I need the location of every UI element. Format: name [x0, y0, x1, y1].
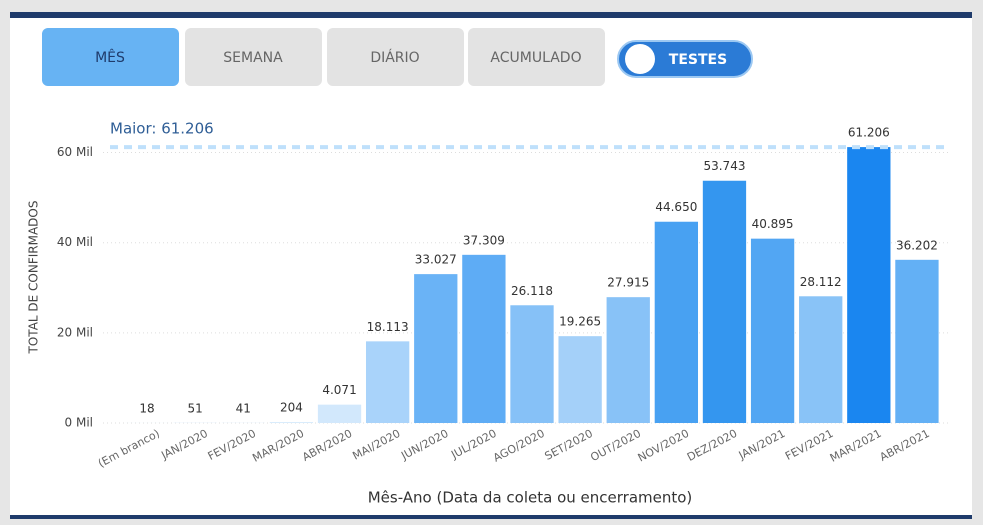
y-tick-label: 40 Mil [57, 235, 93, 249]
value-label: 41 [236, 401, 251, 415]
toggle-label: TESTES [669, 52, 727, 68]
value-label: 61.206 [848, 126, 890, 140]
bar [655, 222, 698, 423]
value-label: 18.113 [367, 320, 409, 334]
value-label: 37.309 [463, 233, 505, 247]
value-label: 44.650 [655, 200, 697, 214]
card-bottom-bar [10, 515, 972, 519]
value-label: 36.202 [896, 238, 938, 252]
value-label: 19.265 [559, 315, 601, 329]
bar [751, 239, 794, 423]
x-axis-title: Mês-Ano (Data da coleta ou encerramento) [368, 489, 693, 507]
bar [703, 181, 746, 423]
toggle-knob [625, 44, 655, 74]
tab-label: MÊS [95, 48, 125, 66]
y-axis-title: TOTAL DE CONFIRMADOS [27, 201, 41, 355]
bar [895, 260, 938, 423]
bar [270, 422, 313, 423]
value-label: 27.915 [607, 276, 649, 290]
value-label: 4.071 [322, 383, 356, 397]
value-label: 51 [188, 401, 203, 415]
value-label: 53.743 [703, 159, 745, 173]
bar [366, 341, 409, 423]
bar [847, 147, 890, 423]
bar [510, 305, 553, 423]
bar [607, 297, 650, 423]
value-label: 26.118 [511, 284, 553, 298]
value-label: 204 [280, 401, 303, 415]
value-label: 33.027 [415, 253, 457, 267]
bar [318, 405, 361, 423]
y-tick-label: 0 Mil [65, 416, 93, 430]
bar [799, 296, 842, 423]
y-tick-label: 60 Mil [57, 145, 93, 159]
card-top-bar [10, 12, 972, 18]
tab-label: SEMANA [223, 50, 283, 66]
value-label: 28.112 [800, 275, 842, 289]
value-label: 40.895 [752, 217, 794, 231]
value-label: 18 [139, 401, 154, 415]
tab-label: DIÁRIO [370, 49, 419, 66]
y-tick-label: 20 Mil [57, 325, 93, 339]
bar [462, 255, 505, 423]
tab-label: ACUMULADO [490, 50, 581, 66]
max-line-label: Maior: 61.206 [110, 120, 214, 138]
bar [558, 336, 601, 423]
bar [414, 274, 457, 423]
